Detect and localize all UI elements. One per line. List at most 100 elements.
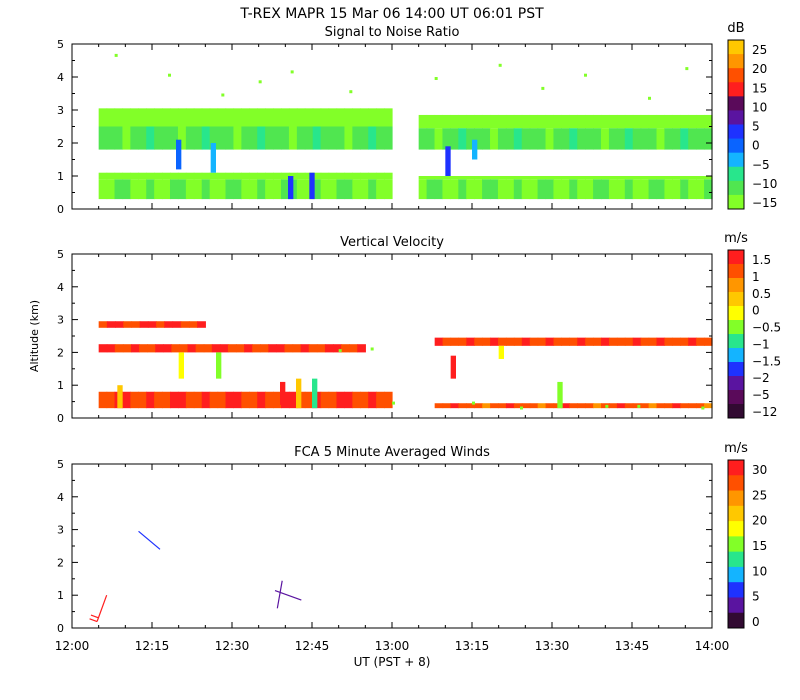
colorbar-segment: [728, 376, 744, 391]
data-cell: [177, 126, 187, 150]
data-speck: [648, 96, 651, 100]
data-cell: [257, 391, 266, 409]
data-cell: [122, 108, 131, 127]
colorbar-segment: [728, 597, 744, 614]
data-cell: [704, 179, 713, 200]
data-cell: [106, 126, 116, 150]
data-cell: [257, 108, 266, 127]
data-cell: [585, 179, 594, 200]
data-cell: [537, 403, 547, 409]
y-tick-label: 1: [57, 379, 64, 392]
data-cell: [553, 114, 562, 129]
data-cell: [281, 179, 290, 200]
data-cell: [217, 172, 227, 180]
colorbar-label: −0.5: [752, 321, 781, 335]
data-speck: [370, 347, 374, 351]
data-cell: [474, 179, 483, 200]
panel-2: Vertical Velocity 0 1 2 3 4 5 Altitude (km) m/s 1…: [28, 231, 781, 425]
data-speck: [701, 406, 705, 410]
data-cell: [601, 337, 610, 346]
data-speck: [114, 53, 118, 57]
data-cell: [257, 179, 266, 200]
data-cell: [324, 344, 334, 353]
data-cell: [513, 337, 523, 346]
data-cell: [521, 337, 531, 346]
colorbar-label: 0: [752, 139, 760, 153]
colorbar-label: 20: [752, 514, 767, 528]
data-cell: [585, 114, 594, 129]
data-cell: [434, 114, 444, 129]
data-cell: [498, 403, 507, 409]
y-tick-label: 3: [57, 524, 64, 537]
data-cell: [241, 108, 250, 127]
data-cell: [98, 321, 108, 328]
data-cell: [704, 337, 713, 346]
data-cell: [593, 128, 602, 150]
data-cell: [164, 321, 174, 328]
colorbar-segment: [728, 110, 744, 125]
colorbar-label: −10: [752, 177, 777, 191]
colorbar-label: 1.5: [752, 253, 771, 267]
data-cell: [418, 176, 428, 180]
data-cell: [122, 344, 132, 353]
data-cell: [442, 337, 452, 346]
data-speck: [349, 90, 353, 94]
data-cell: [265, 179, 274, 200]
data-cell: [585, 176, 594, 180]
data-cell: [209, 108, 219, 127]
data-cell: [608, 337, 618, 346]
data-cell: [114, 172, 124, 180]
y-tick-label: 1: [57, 170, 64, 183]
data-cell: [632, 176, 642, 180]
data-cell: [172, 321, 182, 328]
data-cell: [209, 391, 219, 409]
data-cell: [688, 128, 697, 150]
data-cell: [316, 344, 326, 353]
data-cell: [561, 176, 570, 180]
colorbar-segment: [728, 404, 744, 419]
data-cell: [249, 391, 258, 409]
data-cell: [122, 172, 131, 180]
data-cell: [130, 391, 139, 409]
data-cell: [156, 321, 165, 328]
data-cell: [624, 128, 634, 150]
data-cell: [225, 108, 235, 127]
data-cell: [341, 344, 350, 353]
data-cell: [201, 391, 211, 409]
data-cell: [601, 128, 610, 150]
data-cell: [265, 172, 274, 180]
data-cell: [458, 176, 467, 180]
data-cell: [106, 172, 116, 180]
colorbar-segment: [728, 551, 744, 568]
colorbar-label: 1: [752, 270, 760, 284]
data-cell: [498, 337, 507, 346]
data-cell: [154, 108, 163, 127]
colorbar-frame: [727, 249, 745, 419]
data-cell: [273, 391, 282, 409]
barb-flag: [90, 614, 99, 619]
data-speck: [584, 73, 587, 77]
colorbar-label: 25: [752, 488, 767, 502]
data-cell: [624, 337, 634, 346]
colorbar-label: 20: [752, 62, 767, 76]
data-streak: [178, 352, 184, 379]
data-cell: [170, 179, 179, 200]
data-cell: [257, 126, 266, 150]
data-cell: [154, 179, 163, 200]
y-tick-label: 3: [57, 104, 64, 117]
data-cell: [209, 126, 219, 150]
data-cell: [384, 179, 393, 200]
data-cell: [450, 337, 460, 346]
data-cell: [233, 172, 242, 180]
data-cell: [368, 391, 377, 409]
data-cell: [249, 126, 258, 150]
data-cell: [418, 128, 428, 150]
data-cell: [688, 337, 697, 346]
data-cell: [249, 108, 258, 127]
data-cell: [352, 126, 361, 150]
x-tick-label: 13:00: [375, 639, 410, 653]
data-cell: [680, 114, 689, 129]
data-cell: [561, 403, 570, 409]
colorbar-segment: [728, 278, 744, 293]
